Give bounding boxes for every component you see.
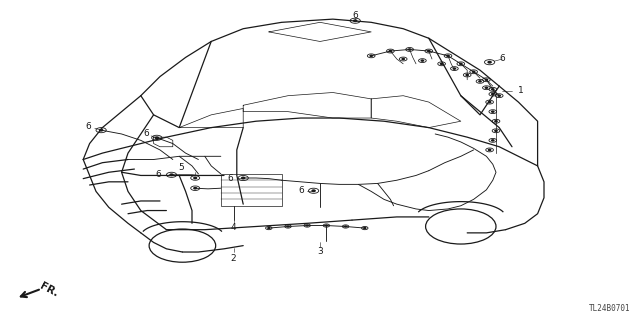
Circle shape (242, 177, 244, 179)
Circle shape (408, 49, 411, 50)
Circle shape (428, 50, 430, 52)
Text: 5: 5 (179, 163, 184, 172)
Circle shape (479, 81, 481, 82)
Text: TL24B0701: TL24B0701 (589, 304, 630, 313)
Circle shape (326, 225, 327, 226)
Circle shape (354, 20, 356, 21)
Circle shape (156, 137, 158, 138)
Text: 6: 6 (143, 130, 148, 138)
Circle shape (194, 177, 196, 179)
Text: 6: 6 (500, 54, 505, 63)
Circle shape (312, 190, 315, 191)
Text: 6: 6 (86, 122, 91, 130)
Circle shape (440, 63, 443, 64)
Text: 3: 3 (317, 247, 323, 256)
Circle shape (194, 188, 196, 189)
Circle shape (492, 89, 494, 90)
Circle shape (453, 68, 456, 69)
Circle shape (460, 63, 462, 64)
Circle shape (485, 87, 488, 88)
Circle shape (170, 174, 173, 175)
Text: 6: 6 (228, 174, 233, 182)
Circle shape (495, 130, 497, 131)
Circle shape (287, 226, 289, 227)
Circle shape (389, 50, 392, 52)
Circle shape (100, 130, 102, 131)
Text: 4: 4 (231, 223, 236, 232)
Circle shape (421, 60, 424, 61)
Text: 6: 6 (353, 11, 358, 20)
Circle shape (472, 71, 475, 72)
Circle shape (488, 149, 491, 151)
Circle shape (488, 62, 491, 63)
Circle shape (402, 58, 404, 60)
Bar (221, 174, 282, 206)
Circle shape (495, 121, 497, 122)
Circle shape (307, 225, 308, 226)
Circle shape (370, 55, 372, 56)
Circle shape (466, 74, 468, 76)
Circle shape (447, 55, 449, 56)
Circle shape (492, 111, 494, 112)
Text: 6: 6 (156, 170, 161, 179)
Circle shape (492, 140, 494, 141)
Text: 1: 1 (518, 86, 524, 95)
Circle shape (485, 79, 488, 80)
Circle shape (345, 226, 347, 227)
Circle shape (488, 101, 491, 103)
Text: 2: 2 (231, 254, 236, 263)
Text: FR.: FR. (38, 281, 60, 299)
Circle shape (492, 93, 494, 95)
Circle shape (498, 95, 500, 96)
Text: 6: 6 (298, 186, 303, 195)
